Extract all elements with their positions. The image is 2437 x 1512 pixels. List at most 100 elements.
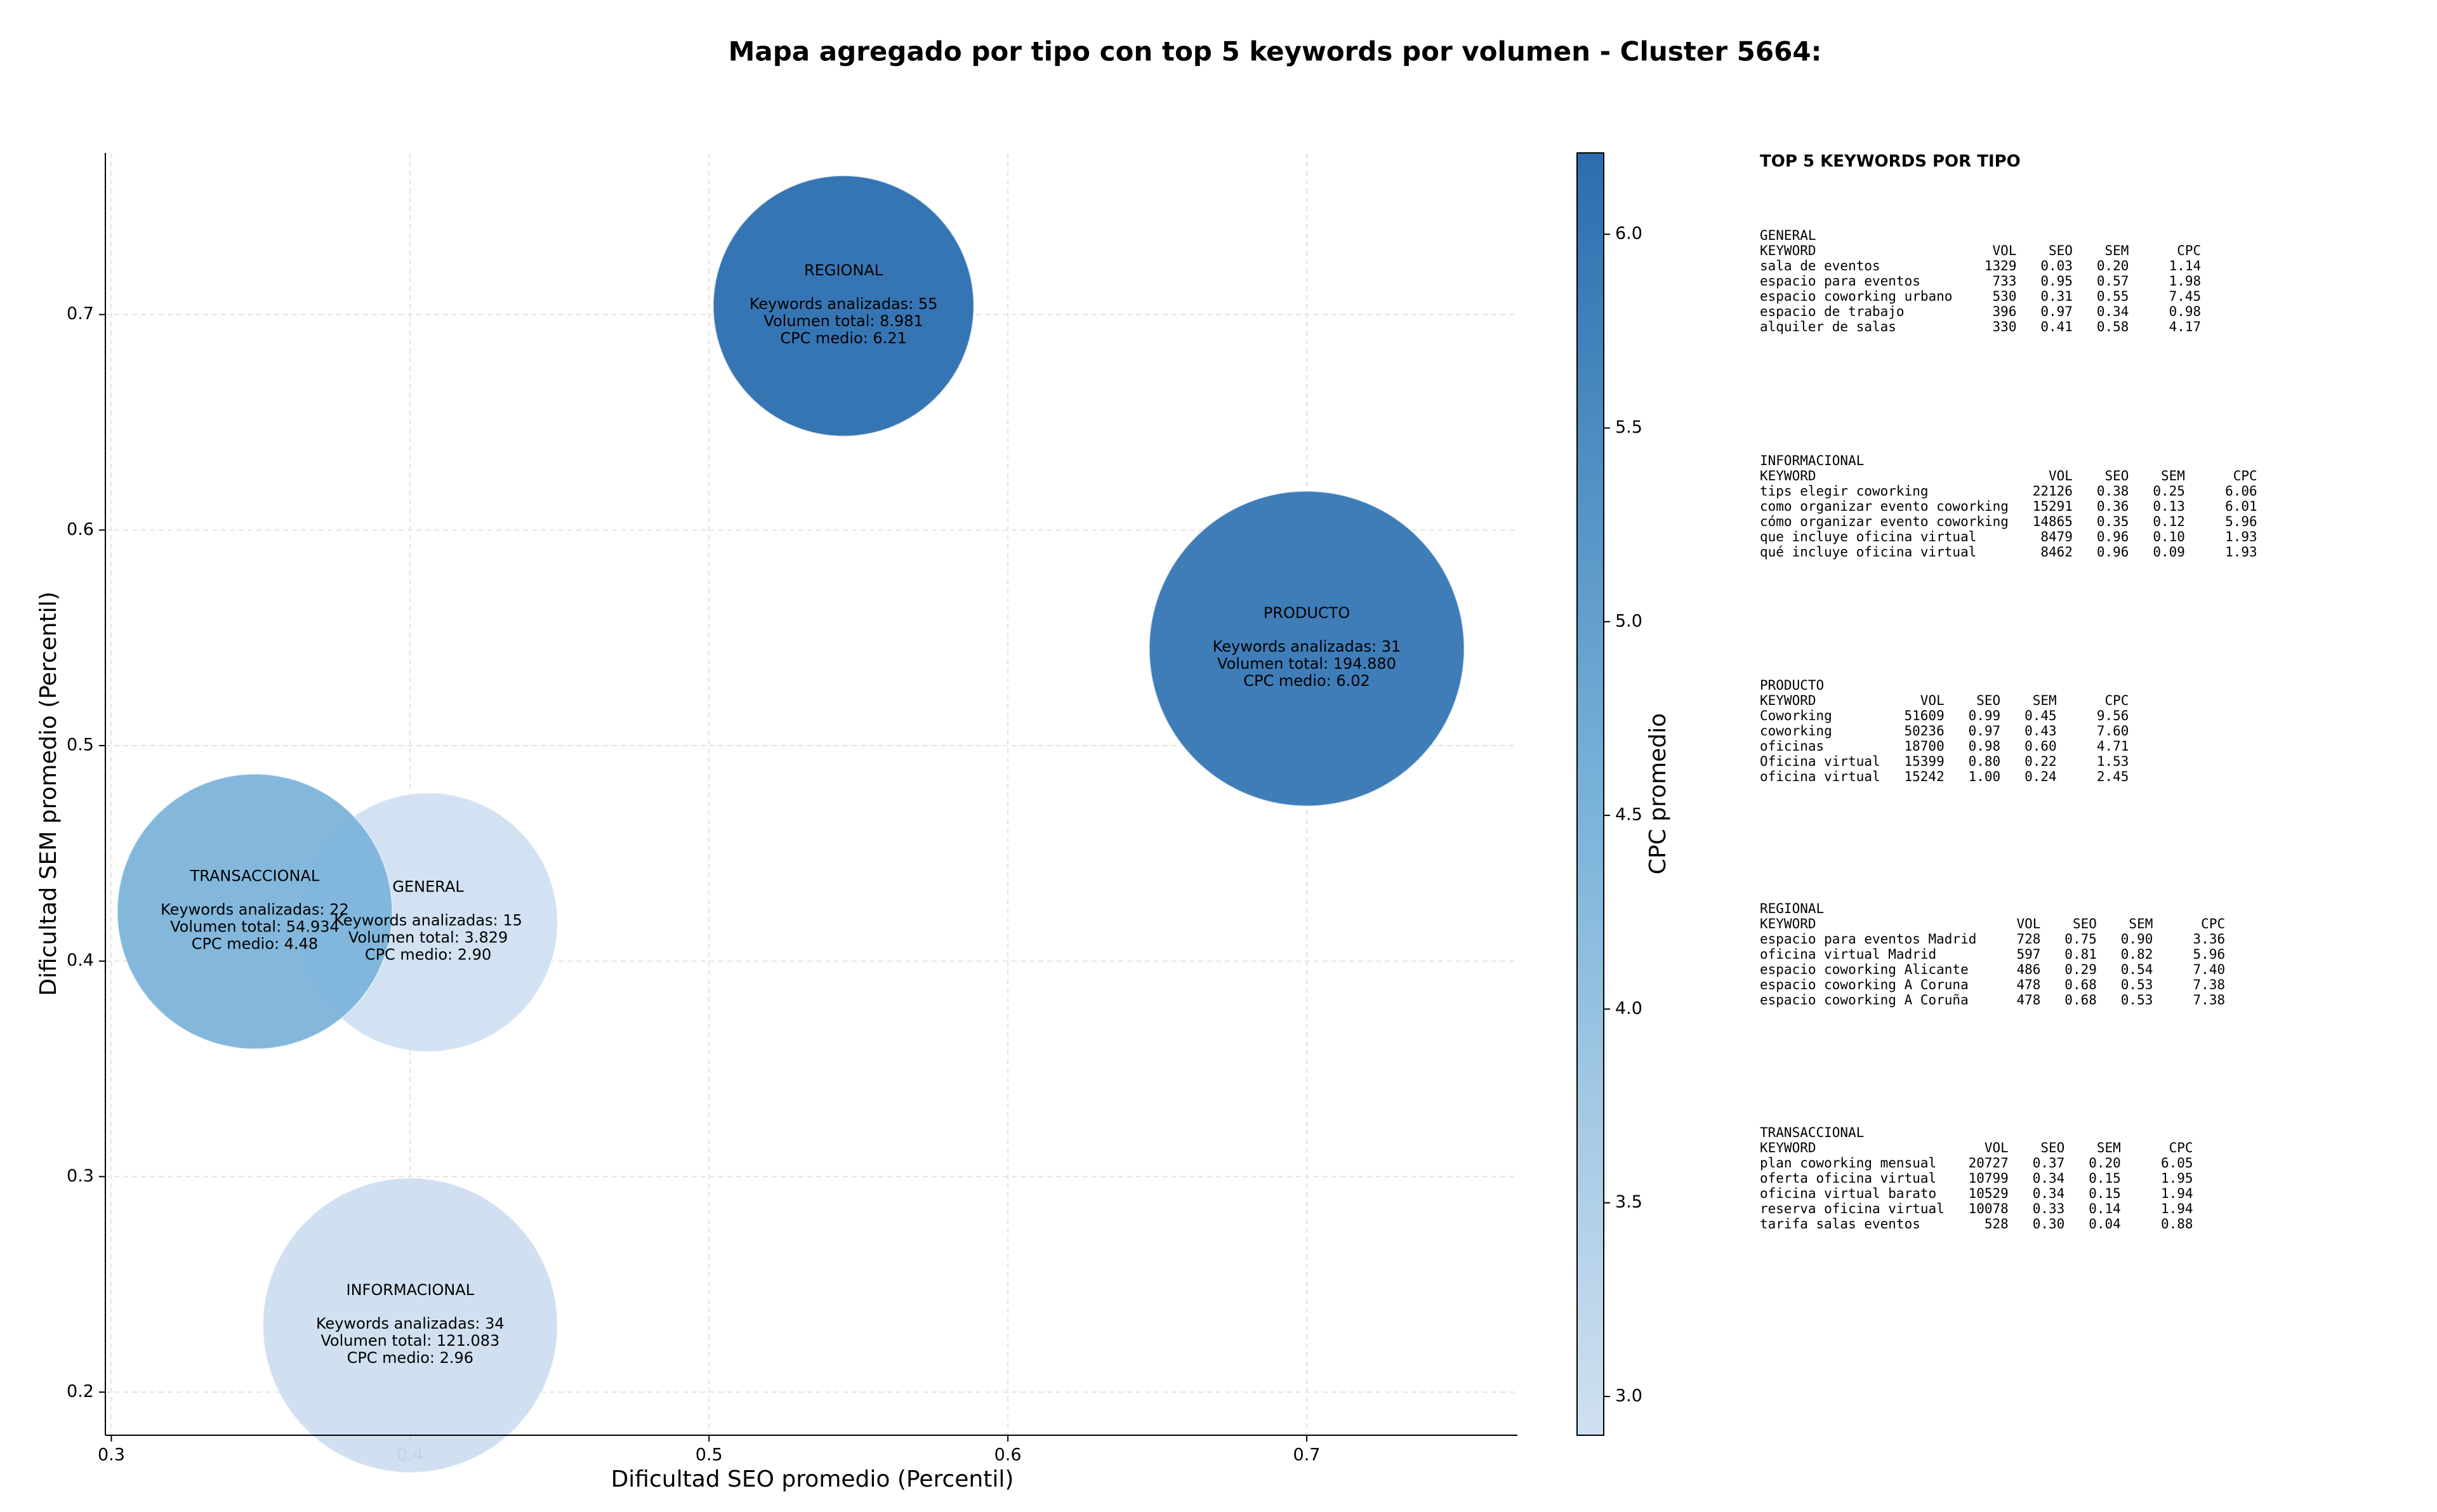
table-cell: oficina virtual	[1760, 769, 1880, 784]
chart-title: Mapa agregado por tipo con top 5 keyword…	[729, 36, 1822, 67]
table-cell: como organizar evento coworking	[1760, 499, 2009, 514]
table-cell: 0.13	[2153, 499, 2185, 514]
bubble-name: GENERAL	[392, 878, 464, 896]
bubble-label: Keywords analizadas: 31	[1213, 638, 1401, 655]
table-cell: espacio de trabajo	[1760, 304, 1905, 319]
table-cell: 0.57	[2097, 273, 2129, 289]
table-cell: que incluye oficina virtual	[1760, 529, 1976, 544]
table-cell: 0.30	[2033, 1216, 2065, 1232]
table-cell: 51609	[1905, 708, 1945, 723]
table-cell: 0.37	[2033, 1155, 2065, 1171]
table-cell: oficina virtual barato	[1760, 1186, 1936, 1201]
table-cell: 528	[1985, 1216, 2009, 1232]
colorbar	[1576, 152, 1604, 1436]
table-cell: 0.68	[2064, 992, 2097, 1008]
table-cell: 1.93	[2225, 529, 2257, 544]
bubble-name: TRANSACCIONAL	[190, 867, 320, 885]
y-tick-label: 0.6	[67, 520, 94, 539]
table-cell: 597	[2016, 947, 2040, 962]
bubble-label: Keywords analizadas: 22	[161, 901, 349, 919]
section-name: REGIONAL	[1760, 901, 1824, 916]
table-cell: 0.90	[2121, 931, 2153, 947]
table-cell: 478	[2016, 992, 2040, 1008]
table-cell: 0.53	[2121, 992, 2153, 1008]
bubble	[712, 174, 975, 437]
bubble-label: Volumen total: 3.829	[348, 929, 508, 947]
table-cell: 9.56	[2097, 708, 2129, 723]
table-header: KEYWORD	[1760, 1140, 1816, 1155]
table-cell: 8462	[2040, 544, 2073, 560]
table-cell: 6.05	[2161, 1155, 2193, 1171]
table-header: SEM	[2097, 1140, 2121, 1155]
table-header: KEYWORD	[1760, 243, 1816, 258]
table-cell: plan coworking mensual	[1760, 1155, 1936, 1171]
colorbar-tick-label: 5.0	[1615, 611, 1642, 631]
table-cell: 1.94	[2161, 1201, 2193, 1216]
section-name: PRODUCTO	[1760, 678, 1824, 693]
table-cell: 7.38	[2193, 992, 2226, 1008]
table-cell: 728	[2016, 931, 2040, 947]
y-tick-label: 0.5	[67, 735, 94, 755]
table-header: CPC	[2201, 916, 2225, 931]
colorbar-tick-label: 4.5	[1615, 805, 1642, 825]
table-cell: 4.17	[2169, 319, 2202, 334]
table-cell: 0.14	[2089, 1201, 2121, 1216]
bubble-label: Keywords analizadas: 15	[334, 912, 522, 930]
table-cell: 7.40	[2193, 962, 2226, 977]
table-cell: 0.15	[2089, 1186, 2121, 1201]
table-cell: 0.03	[2040, 258, 2073, 273]
table-cell: 0.97	[1969, 723, 2001, 739]
table-cell: 0.54	[2121, 962, 2153, 977]
table-cell: espacio para eventos Madrid	[1760, 931, 1976, 947]
table-cell: 1.98	[2169, 273, 2202, 289]
table-cell: 396	[1993, 304, 2017, 319]
table-header: SEO	[2040, 1140, 2064, 1155]
table-cell: sala de eventos	[1760, 258, 1880, 273]
table-cell: alquiler de salas	[1760, 319, 1896, 334]
table-cell: espacio para eventos	[1760, 273, 1920, 289]
bubble-label: CPC medio: 2.96	[347, 1349, 474, 1367]
table-cell: 7.45	[2169, 289, 2202, 304]
table-cell: espacio coworking Alicante	[1760, 962, 1969, 977]
colorbar-tick-label: 4.0	[1615, 999, 1642, 1018]
table-cell: 50236	[1905, 723, 1945, 739]
table-cell: 1.53	[2097, 754, 2129, 769]
table-cell: 6.06	[2225, 483, 2257, 499]
section-name: TRANSACCIONAL	[1760, 1125, 1864, 1140]
x-axis-label: Dificultad SEO promedio (Percentil)	[611, 1466, 1014, 1492]
table-cell: 0.99	[1969, 708, 2001, 723]
table-cell: 0.24	[2024, 769, 2057, 784]
table-cell: Coworking	[1760, 708, 1832, 723]
table-cell: 486	[2016, 962, 2040, 977]
x-tick-label: 0.3	[98, 1445, 125, 1465]
table-header: CPC	[2169, 1140, 2193, 1155]
table-cell: 14865	[2033, 514, 2073, 529]
table-title: TOP 5 KEYWORDS POR TIPO	[1760, 152, 2021, 171]
colorbar-tick-label: 3.0	[1615, 1386, 1642, 1405]
table-cell: 1.94	[2161, 1186, 2193, 1201]
table-header: VOL	[1985, 1140, 2009, 1155]
bubble-label: CPC medio: 6.02	[1243, 672, 1370, 690]
y-tick-label: 0.2	[67, 1382, 94, 1402]
bubble-label: CPC medio: 2.90	[365, 946, 492, 964]
table-cell: 0.10	[2153, 529, 2185, 544]
colorbar-label: CPC promedio	[1645, 713, 1671, 874]
table-header: CPC	[2233, 468, 2257, 483]
table-cell: 0.80	[1969, 754, 2001, 769]
colorbar-tick-label: 6.0	[1615, 224, 1642, 244]
table-cell: 0.29	[2064, 962, 2097, 977]
bubble-label: CPC medio: 4.48	[192, 935, 319, 953]
table-header: SEM	[2105, 243, 2129, 258]
bubble-label: Volumen total: 121.083	[320, 1332, 499, 1350]
bubble	[1148, 490, 1465, 807]
table-cell: 20727	[1969, 1155, 2009, 1171]
table-cell: oferta oficina virtual	[1760, 1171, 1936, 1186]
table-cell: 330	[1993, 319, 2017, 334]
table-cell: 15291	[2033, 499, 2073, 514]
table-cell: espacio coworking A Coruña	[1760, 992, 1969, 1008]
table-cell: 0.60	[2024, 739, 2057, 754]
table-cell: 15399	[1905, 754, 1945, 769]
table-cell: 10078	[1969, 1201, 2009, 1216]
colorbar-tick-label: 3.5	[1615, 1192, 1642, 1212]
table-cell: 5.96	[2225, 514, 2257, 529]
